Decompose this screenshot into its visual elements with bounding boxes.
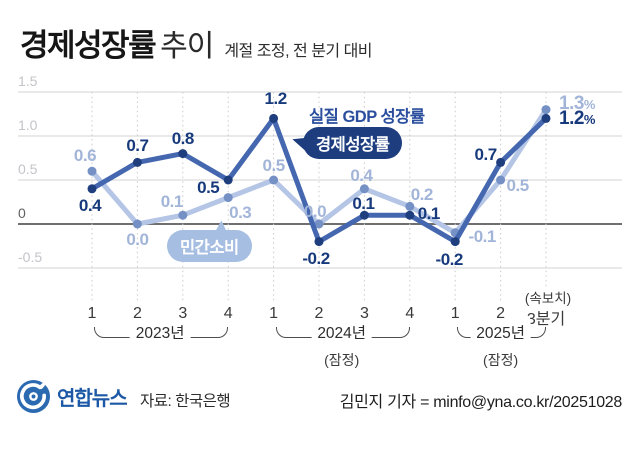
- page-subtitle: 계절 조정, 전 분기 대비: [224, 43, 373, 60]
- y-axis-tick-label: 0.5: [18, 161, 38, 177]
- value-label: 1.3%: [559, 92, 596, 114]
- data-point: [269, 175, 279, 185]
- page-title: 경제성장률: [20, 28, 157, 63]
- data-point: [405, 210, 415, 220]
- page-title-suffix: 추이: [160, 30, 214, 63]
- quarter-label: 3분기: [526, 311, 566, 328]
- value-label: 0.2: [410, 185, 434, 205]
- value-label: 0.0: [303, 202, 327, 221]
- data-point: [178, 149, 188, 159]
- data-point: [223, 175, 233, 185]
- quarter-label: 1: [269, 305, 279, 322]
- yonhap-logo-text: 연합뉴스: [57, 388, 128, 410]
- data-point: [223, 193, 233, 203]
- percent-sign: %: [583, 96, 596, 112]
- gdp-series-label: 실질 GDP 성장률: [309, 108, 425, 126]
- data-point: [541, 113, 551, 123]
- preliminary-note: (잠정): [483, 352, 519, 368]
- value-label: -0.2: [302, 248, 330, 268]
- y-axis-tick-label: 0: [18, 205, 26, 221]
- quarter-label: 2: [496, 305, 506, 322]
- quarter-label: 1: [450, 305, 460, 322]
- header: 경제성장률 추이 계절 조정, 전 분기 대비: [20, 20, 373, 65]
- data-point: [450, 228, 460, 238]
- value-label: 0.3: [229, 202, 252, 222]
- yonhap-logo-icon: [16, 379, 51, 414]
- quarter-label: 2: [132, 305, 142, 322]
- value-label: 1.2%: [559, 108, 595, 130]
- data-point: [269, 113, 279, 123]
- private-consumption-bubble: 민간소비: [167, 230, 252, 262]
- y-axis-tick-label: 1.5: [18, 73, 38, 89]
- preliminary-note: (잠정): [324, 352, 360, 368]
- flash-estimate-note: (속보치): [522, 287, 574, 307]
- year-label: 2025년: [470, 321, 531, 343]
- quarter-label: 3: [359, 305, 369, 322]
- data-point: [132, 157, 142, 167]
- value-label: 0.4: [78, 195, 102, 215]
- value-label: 0.5: [506, 176, 530, 195]
- data-point: [450, 237, 460, 247]
- value-label: 0.8: [171, 128, 195, 148]
- quarter-label: 1: [87, 305, 97, 322]
- data-point: [132, 219, 142, 229]
- value-label: 0.1: [352, 194, 375, 214]
- value-label: 0.6: [73, 146, 97, 166]
- data-point: [496, 175, 506, 185]
- data-point: [496, 157, 506, 167]
- value-label: 0.5: [197, 178, 220, 197]
- value-label: 0.1: [160, 192, 184, 212]
- data-point: [314, 237, 324, 247]
- value-label: 0.1: [417, 204, 441, 224]
- value-label: -0.2: [435, 249, 464, 269]
- value-label: 0.0: [126, 230, 149, 249]
- percent-sign: %: [583, 112, 596, 128]
- y-axis-tick-label: 1.0: [18, 117, 38, 133]
- year-label: 2023년: [129, 321, 191, 343]
- value-label: 0.4: [350, 165, 373, 185]
- year-label: 2024년: [311, 321, 373, 343]
- value-label: 1.2: [264, 89, 288, 109]
- quarter-label: 3: [178, 305, 188, 322]
- data-point: [541, 105, 551, 115]
- data-point: [87, 184, 97, 194]
- y-axis-tick-label: -0.5: [18, 249, 43, 265]
- quarter-label: 2: [314, 305, 324, 322]
- data-point: [87, 166, 97, 176]
- value-label: -0.1: [468, 226, 497, 246]
- gdp-growth-bubble: 경제성장률: [303, 127, 403, 159]
- value-label: 0.7: [474, 145, 498, 165]
- quarter-label: 4: [405, 305, 415, 322]
- quarter-label: 4: [223, 305, 233, 322]
- data-source: 자료: 한국은행: [140, 393, 231, 410]
- reporter-credit: 김민지 기자 = minfo@yna.co.kr/20251028: [339, 394, 623, 411]
- value-label: 0.7: [126, 136, 149, 156]
- yonhap-logo: 연합뉴스: [16, 379, 128, 414]
- value-label: 0.5: [262, 156, 286, 175]
